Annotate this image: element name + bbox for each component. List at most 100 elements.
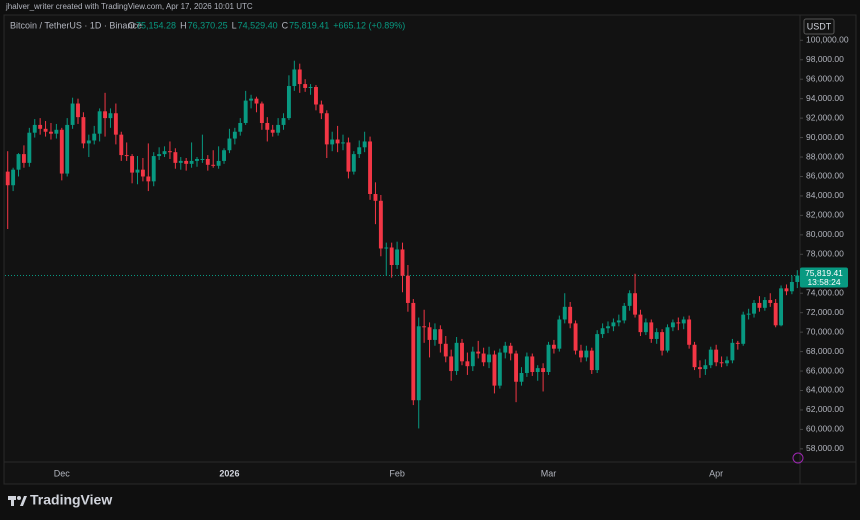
legend-letter: H bbox=[180, 20, 187, 30]
y-tick-label: 94,000.00 bbox=[806, 93, 844, 103]
candle-body bbox=[514, 353, 519, 382]
candle-body bbox=[676, 322, 681, 324]
candle-body bbox=[195, 158, 199, 161]
candle-body bbox=[346, 142, 351, 172]
candle-body bbox=[573, 323, 578, 351]
candle-body bbox=[779, 288, 784, 326]
logo-shape bbox=[11, 496, 14, 506]
candle-body bbox=[460, 342, 464, 362]
candle-body bbox=[162, 151, 167, 155]
candle-body bbox=[314, 86, 318, 105]
candle-body bbox=[541, 368, 546, 373]
legend-value: 75,154.28 bbox=[136, 20, 176, 30]
candle-body bbox=[784, 288, 789, 292]
candle-body bbox=[351, 154, 356, 172]
candle-body bbox=[638, 314, 643, 333]
candle-body bbox=[519, 372, 524, 382]
candle-body bbox=[216, 160, 221, 166]
price-label: 75,819.41 bbox=[805, 268, 843, 278]
candle-body bbox=[16, 154, 21, 170]
candle-body bbox=[59, 129, 64, 174]
legend-value: 75,819.41 bbox=[289, 20, 329, 30]
candle-body bbox=[470, 351, 475, 367]
y-tick-label: 60,000.00 bbox=[806, 424, 844, 434]
candle-body bbox=[649, 322, 654, 339]
candle-body bbox=[595, 334, 600, 371]
candle-body bbox=[746, 313, 751, 315]
legend-letter: C bbox=[282, 20, 289, 30]
y-tick-label: 80,000.00 bbox=[806, 229, 844, 239]
candle-body bbox=[405, 275, 410, 303]
candle-body bbox=[324, 113, 329, 145]
y-tick-label: 74,000.00 bbox=[806, 287, 844, 297]
candle-body bbox=[373, 193, 378, 201]
candle-body bbox=[297, 69, 302, 85]
candle-body bbox=[395, 249, 400, 266]
candle-body bbox=[303, 84, 308, 88]
candle-body bbox=[643, 322, 648, 333]
chart-frame bbox=[3, 14, 857, 485]
candle-body bbox=[692, 344, 697, 368]
candle-body bbox=[173, 152, 178, 163]
candle-body bbox=[768, 300, 773, 303]
logo-shape bbox=[20, 496, 27, 506]
candle-body bbox=[238, 122, 243, 132]
candle-body bbox=[719, 362, 724, 364]
candle-body bbox=[411, 302, 416, 401]
candle-body bbox=[741, 314, 746, 344]
candle-body bbox=[286, 86, 291, 119]
candle-body bbox=[789, 281, 794, 292]
y-tick-label: 90,000.00 bbox=[806, 132, 844, 142]
candle-body bbox=[622, 305, 627, 321]
logo bbox=[8, 496, 27, 506]
candle-body bbox=[357, 147, 362, 155]
y-tick-label: 92,000.00 bbox=[806, 112, 844, 122]
y-tick-label: 82,000.00 bbox=[806, 210, 844, 220]
candle-body bbox=[670, 322, 675, 328]
candle-body bbox=[200, 158, 205, 160]
candle-body bbox=[335, 139, 340, 144]
y-tick-label: 70,000.00 bbox=[806, 326, 844, 336]
candle-body bbox=[319, 104, 324, 114]
candle-body bbox=[627, 293, 632, 306]
candle-body bbox=[140, 169, 145, 177]
candle-body bbox=[454, 342, 459, 372]
candle-body bbox=[151, 156, 156, 182]
y-tick-label: 78,000.00 bbox=[806, 249, 844, 259]
candle-body bbox=[384, 247, 389, 249]
candle-body bbox=[103, 111, 107, 119]
candle-body bbox=[362, 141, 367, 148]
y-tick-label: 68,000.00 bbox=[806, 346, 844, 356]
candle-body bbox=[654, 332, 659, 339]
candle-body bbox=[530, 356, 535, 373]
x-tick-label: 2026 bbox=[219, 468, 239, 478]
indicator-icon bbox=[792, 452, 804, 464]
candle-body bbox=[227, 138, 232, 151]
candle-body bbox=[503, 345, 508, 353]
candle-body bbox=[130, 156, 135, 173]
candle-body bbox=[368, 141, 372, 194]
ohlc-legend: O 75,154.28 H 76,370.25 L 74,529.40 C 75,819.41… bbox=[128, 20, 405, 30]
candle-body bbox=[124, 155, 129, 157]
y-tick-label: 72,000.00 bbox=[806, 307, 844, 317]
candle-body bbox=[184, 160, 189, 164]
countdown: 13:58:24 bbox=[807, 277, 840, 287]
candle-body bbox=[416, 326, 421, 401]
candle-body bbox=[389, 247, 394, 266]
candle-body bbox=[254, 98, 259, 104]
candle-body bbox=[546, 344, 551, 373]
candle-body bbox=[708, 349, 713, 366]
candle-body bbox=[27, 132, 32, 163]
candle-body bbox=[97, 111, 102, 134]
currency-box bbox=[803, 18, 835, 35]
candle-body bbox=[492, 354, 497, 386]
candle-body bbox=[21, 154, 26, 163]
candle-body bbox=[589, 350, 594, 371]
candle-body bbox=[422, 326, 427, 328]
candle-body bbox=[178, 160, 183, 163]
candle-body bbox=[54, 129, 59, 134]
y-tick-label: 88,000.00 bbox=[806, 151, 844, 161]
candle-body bbox=[551, 344, 556, 349]
candle-body bbox=[616, 320, 621, 323]
